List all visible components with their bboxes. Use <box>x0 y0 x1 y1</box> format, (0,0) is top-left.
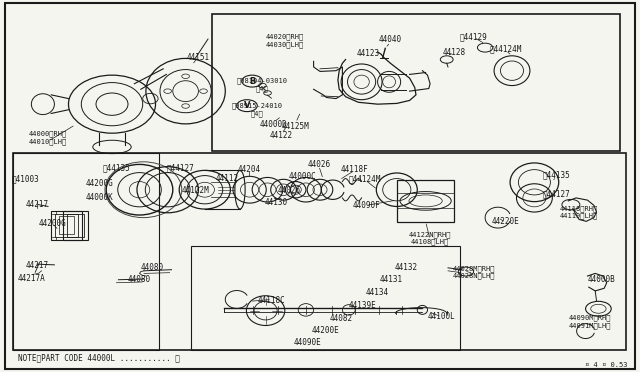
Bar <box>212 14 620 151</box>
Text: 44128: 44128 <box>443 48 466 57</box>
Text: 44131: 44131 <box>380 275 403 284</box>
Text: 44000K: 44000K <box>85 193 113 202</box>
Text: ※44127: ※44127 <box>543 189 571 198</box>
Text: 44100L: 44100L <box>428 312 456 321</box>
Bar <box>13 153 159 350</box>
Text: ※44124M: ※44124M <box>349 174 381 183</box>
Text: 44204: 44204 <box>238 165 261 174</box>
Text: 44200G: 44200G <box>85 179 113 187</box>
Bar <box>191 246 460 350</box>
Text: Ⓠ08915-24010
（4）: Ⓠ08915-24010 （4） <box>232 103 283 117</box>
Text: ※44135: ※44135 <box>543 170 571 179</box>
Bar <box>55 214 78 237</box>
Text: ※44127: ※44127 <box>166 164 195 173</box>
Text: 44122: 44122 <box>270 131 293 140</box>
Text: ※44135: ※44135 <box>102 164 131 173</box>
Text: 44122M: 44122M <box>182 186 210 195</box>
Text: 44028M（RH）
44028N（LH）: 44028M（RH） 44028N（LH） <box>452 265 495 279</box>
Text: 44000B: 44000B <box>588 275 616 283</box>
Text: 44000D: 44000D <box>260 121 288 129</box>
Text: 44082: 44082 <box>330 314 353 323</box>
Text: ※41003: ※41003 <box>12 174 40 183</box>
Text: 44123: 44123 <box>356 49 380 58</box>
Text: ※44124M: ※44124M <box>490 44 522 53</box>
Text: ¤ 4 ¤ 0.53: ¤ 4 ¤ 0.53 <box>585 362 627 368</box>
Text: 44130: 44130 <box>265 198 288 207</box>
Text: V: V <box>244 101 250 110</box>
Text: Ⓓ08104-03010
（4）: Ⓓ08104-03010 （4） <box>237 77 288 92</box>
Text: 44132: 44132 <box>395 263 418 272</box>
Bar <box>51 211 82 240</box>
Text: 44112: 44112 <box>216 174 239 183</box>
Text: 44080: 44080 <box>128 275 151 284</box>
Bar <box>13 153 626 350</box>
Text: 44217: 44217 <box>26 262 49 270</box>
Bar <box>67 214 84 237</box>
Text: 44122N（RH）
44108（LH）: 44122N（RH） 44108（LH） <box>409 231 451 245</box>
Text: 44217: 44217 <box>26 200 49 209</box>
Bar <box>59 216 74 234</box>
Text: 44125M: 44125M <box>282 122 310 131</box>
Text: NOTE；PART CODE 44000L ........... ※: NOTE；PART CODE 44000L ........... ※ <box>18 353 180 362</box>
Text: 44040: 44040 <box>379 35 402 44</box>
Text: 44000C: 44000C <box>289 172 317 181</box>
Text: 44139E: 44139E <box>348 301 376 310</box>
Text: 44200G: 44200G <box>38 219 67 228</box>
Text: 44220E: 44220E <box>492 217 520 226</box>
Bar <box>397 180 454 222</box>
Text: 44217A: 44217A <box>18 274 46 283</box>
Text: 44118F: 44118F <box>340 165 369 174</box>
Text: B: B <box>249 77 255 86</box>
Text: 44151: 44151 <box>187 53 210 62</box>
Text: 44118（RH）
44119（LH）: 44118（RH） 44119（LH） <box>560 205 598 219</box>
Text: 44200E: 44200E <box>311 326 339 335</box>
Text: 44026: 44026 <box>307 160 330 169</box>
Text: 44026: 44026 <box>278 186 301 195</box>
Bar <box>63 211 88 240</box>
Text: 44134: 44134 <box>366 288 389 296</box>
Text: 44020（RH）
44030（LH）: 44020（RH） 44030（LH） <box>266 34 304 48</box>
Text: 44090M（RH）
44091M（LH）: 44090M（RH） 44091M（LH） <box>569 315 611 329</box>
Text: 44118C: 44118C <box>258 296 286 305</box>
Text: 44090E: 44090E <box>294 339 322 347</box>
Text: ※44129: ※44129 <box>460 33 488 42</box>
Text: 44090F: 44090F <box>352 201 380 210</box>
Text: 44000（RH）
44010（LH）: 44000（RH） 44010（LH） <box>29 131 67 145</box>
Text: 44080: 44080 <box>141 263 164 272</box>
